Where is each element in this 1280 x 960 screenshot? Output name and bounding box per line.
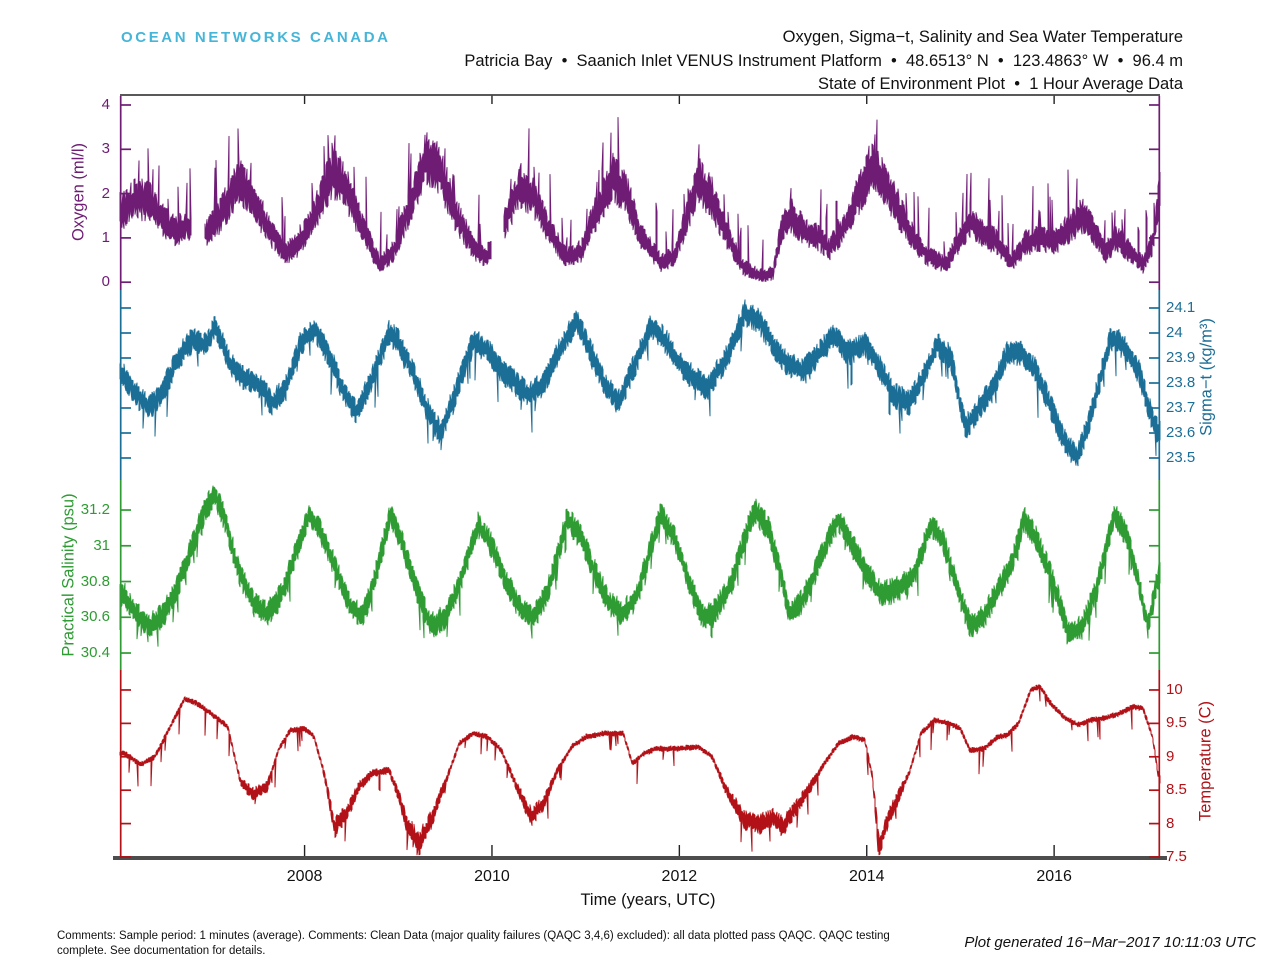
x-axis-line	[113, 856, 1167, 860]
temperature-tick-label: 8	[1166, 814, 1175, 832]
temperature-tick-label: 8.5	[1166, 781, 1187, 799]
sigma-t-series	[119, 299, 1161, 467]
plot-title: Oxygen, Sigma−t, Salinity and Sea Water …	[782, 28, 1183, 46]
oxygen-series	[204, 128, 492, 272]
x-tick-label: 2008	[286, 868, 323, 885]
temperature-series	[119, 684, 1161, 856]
plot-info-line: State of Environment Plot • 1 Hour Avera…	[817, 75, 1183, 93]
oxygen-series	[119, 148, 192, 247]
sigma-t-tick-label: 24.1	[1166, 299, 1196, 316]
temperature-tick-label: 7.5	[1166, 848, 1187, 865]
oxygen-tick-label: 1	[101, 228, 110, 246]
temperature-axis-title: Temperature (C)	[1196, 700, 1215, 822]
oxygen-tick-label: 3	[101, 140, 110, 158]
plot-subtitle: Patricia Bay • Saanich Inlet VENUS Instr…	[464, 51, 1183, 70]
sigma-t-tick-label: 23.9	[1166, 349, 1196, 366]
temperature-tick-label: 9	[1166, 747, 1175, 765]
oxygen-tick-label: 2	[101, 184, 110, 202]
salinity-series	[119, 485, 1161, 647]
salinity-tick-label: 30.4	[80, 644, 110, 662]
ocean-networks-canada-logo: OCEAN NETWORKS CANADA	[121, 29, 391, 46]
oxygen-tick-label: 0	[101, 273, 110, 291]
sigma-t-tick-label: 23.8	[1166, 374, 1196, 391]
sigma-t-tick-label: 23.5	[1166, 449, 1196, 466]
oxygen-series	[503, 117, 1161, 282]
salinity-tick-label: 30.8	[80, 572, 110, 590]
sigma-t-tick-label: 23.7	[1166, 399, 1196, 416]
x-tick-label: 2010	[474, 868, 510, 885]
x-tick-label: 2016	[1036, 868, 1072, 885]
temperature-tick-label: 9.5	[1166, 714, 1187, 732]
salinity-tick-label: 31	[93, 536, 110, 554]
x-axis-title: Time (years, UTC)	[580, 891, 716, 909]
generated-timestamp: Plot generated 16−Mar−2017 10:11:03 UTC	[964, 934, 1256, 951]
x-tick-label: 2012	[661, 868, 698, 885]
oxygen-tick-label: 4	[101, 95, 110, 113]
sigma-t-tick-label: 24	[1166, 324, 1183, 341]
sigma-t-tick-label: 23.6	[1166, 424, 1196, 441]
title-block: Oxygen, Sigma−t, Salinity and Sea Water …	[464, 26, 1183, 97]
temperature-tick-label: 10	[1166, 680, 1183, 698]
sigma-t-axis-title: Sigma−t (kg/m³)	[1197, 318, 1216, 436]
comments-text: Comments: Sample period: 1 minutes (aver…	[57, 930, 890, 958]
salinity-tick-label: 30.6	[80, 608, 110, 626]
salinity-tick-label: 31.2	[80, 501, 110, 519]
x-tick-label: 2014	[848, 868, 885, 885]
